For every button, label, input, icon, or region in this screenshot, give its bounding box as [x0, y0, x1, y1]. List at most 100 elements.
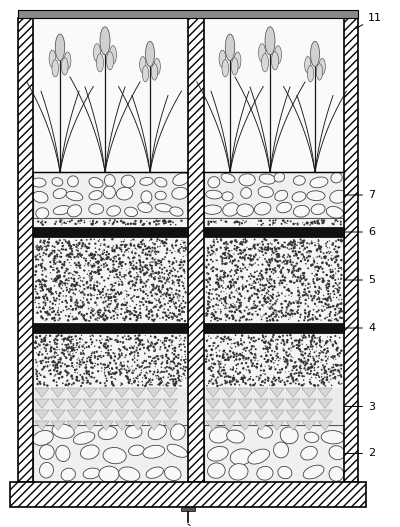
Point — [80, 379, 86, 387]
Point — [66, 237, 72, 246]
Point — [115, 305, 121, 314]
Point — [309, 260, 316, 269]
Point — [239, 341, 246, 349]
Point — [64, 334, 71, 343]
Point — [252, 379, 258, 387]
Point — [290, 378, 297, 386]
Point — [314, 369, 321, 377]
Point — [88, 363, 94, 372]
Point — [155, 256, 162, 265]
Point — [300, 238, 306, 247]
Point — [247, 375, 253, 383]
Point — [253, 352, 259, 360]
Point — [205, 220, 212, 228]
Point — [100, 311, 107, 319]
Point — [285, 286, 291, 295]
Point — [138, 366, 145, 375]
Point — [166, 257, 172, 266]
Point — [242, 347, 249, 355]
Point — [155, 274, 162, 282]
Point — [251, 297, 258, 306]
Point — [118, 349, 125, 358]
Point — [294, 250, 300, 259]
Point — [154, 352, 160, 360]
Point — [156, 284, 162, 292]
Point — [149, 243, 156, 252]
Point — [120, 343, 126, 352]
Point — [265, 290, 272, 298]
Point — [289, 363, 296, 371]
Point — [333, 280, 340, 288]
Point — [274, 247, 280, 256]
Point — [120, 314, 126, 323]
Point — [220, 347, 227, 355]
Point — [294, 241, 300, 249]
Point — [298, 347, 304, 355]
Point — [76, 363, 83, 371]
Point — [116, 366, 122, 374]
Point — [130, 298, 136, 306]
Point — [104, 314, 110, 322]
Point — [312, 241, 318, 249]
Point — [134, 356, 140, 364]
Point — [157, 314, 163, 323]
Ellipse shape — [36, 208, 49, 219]
Point — [258, 362, 264, 370]
Point — [308, 367, 314, 375]
Point — [206, 294, 212, 302]
Point — [135, 292, 142, 301]
Point — [135, 242, 141, 250]
Point — [70, 345, 76, 354]
Point — [262, 245, 268, 253]
Point — [220, 369, 227, 378]
Point — [148, 264, 155, 272]
Point — [162, 309, 169, 318]
Point — [40, 267, 46, 275]
Point — [32, 270, 39, 279]
Ellipse shape — [155, 191, 166, 200]
Point — [276, 261, 283, 270]
Point — [137, 243, 144, 251]
Point — [179, 236, 185, 245]
Point — [260, 377, 266, 386]
Point — [252, 336, 259, 345]
Point — [226, 314, 232, 323]
Point — [57, 358, 63, 366]
Point — [37, 332, 43, 340]
Point — [208, 243, 215, 251]
Point — [78, 216, 85, 225]
Point — [144, 369, 150, 377]
Point — [112, 352, 118, 360]
Point — [92, 244, 98, 252]
Point — [315, 263, 322, 271]
Ellipse shape — [241, 188, 252, 198]
Point — [111, 356, 118, 365]
Point — [337, 300, 344, 308]
Point — [338, 295, 345, 304]
Point — [38, 260, 44, 269]
Point — [64, 368, 70, 377]
Point — [139, 248, 146, 257]
Point — [252, 350, 258, 358]
Point — [238, 272, 244, 281]
Point — [206, 298, 213, 306]
Point — [213, 219, 219, 227]
Point — [178, 243, 185, 251]
Point — [158, 337, 164, 345]
Point — [225, 356, 231, 364]
Point — [296, 294, 302, 302]
Point — [118, 247, 125, 256]
Point — [42, 335, 48, 344]
Point — [178, 272, 184, 280]
Point — [92, 298, 99, 307]
Point — [324, 238, 330, 247]
Point — [35, 294, 42, 302]
Point — [73, 236, 79, 245]
Point — [134, 272, 140, 281]
Point — [270, 294, 276, 302]
Point — [128, 259, 135, 268]
Point — [263, 280, 269, 289]
Point — [94, 308, 101, 316]
Point — [136, 311, 142, 319]
Point — [220, 295, 227, 303]
